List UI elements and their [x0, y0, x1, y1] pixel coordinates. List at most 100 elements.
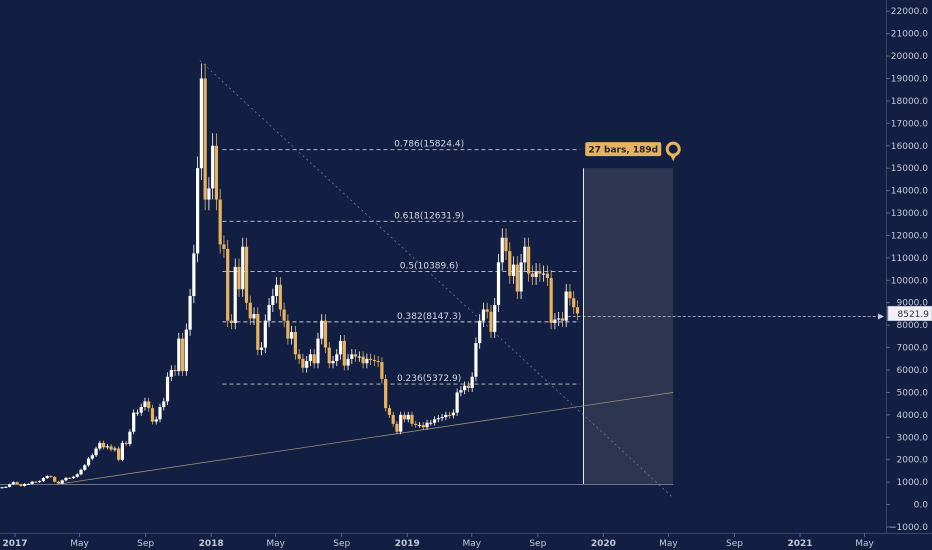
candle-body	[496, 262, 501, 305]
candle-body	[534, 271, 538, 277]
candle-body	[259, 347, 264, 350]
candle-body	[226, 248, 230, 321]
candle-body	[444, 414, 448, 418]
candle-body	[79, 469, 83, 475]
price-tick-label: 21000.0	[891, 30, 928, 40]
price-tick-label: 15000.0	[891, 164, 928, 174]
candle-body	[71, 476, 76, 479]
candle-body	[312, 354, 316, 364]
candle-body	[30, 481, 34, 484]
candle-body	[301, 358, 305, 368]
price-tick-label: 8000.0	[897, 321, 929, 331]
candle-body	[263, 320, 267, 348]
candle-body	[233, 266, 237, 323]
candle-body	[218, 199, 222, 245]
candle-body	[207, 188, 211, 200]
price-tick-label: 3000.0	[897, 433, 929, 443]
candle-body	[425, 422, 429, 428]
candle-body	[143, 401, 147, 408]
candle-body	[384, 378, 388, 409]
candle-body	[572, 298, 576, 308]
candle-body	[414, 423, 418, 425]
time-tick-label: Sep	[529, 539, 546, 549]
candle-body	[26, 483, 30, 485]
price-tick-label: 20000.0	[891, 52, 928, 62]
price-tick-label: 6000.0	[897, 366, 929, 376]
price-tick-label: −1000.0	[889, 523, 928, 533]
candle-body	[101, 442, 106, 448]
candle-body	[241, 246, 245, 290]
price-tick-label: 19000.0	[891, 74, 928, 84]
candle-body	[523, 246, 527, 263]
candle-body	[466, 385, 471, 388]
candle-body	[399, 414, 403, 432]
price-tick-label: 4000.0	[897, 411, 929, 421]
candle-body	[180, 338, 185, 372]
candle-body	[192, 253, 196, 297]
candle-body	[316, 338, 320, 364]
candle-body	[305, 361, 309, 368]
candle-body	[470, 376, 474, 388]
candle-body	[282, 309, 286, 321]
candle-body	[90, 455, 94, 459]
candle-body	[353, 354, 358, 357]
location-pin-icon[interactable]	[665, 141, 681, 157]
time-tick-label: Sep	[726, 539, 743, 549]
candle-body	[49, 476, 53, 478]
candle-body	[474, 343, 478, 377]
candle-body	[402, 414, 407, 420]
candle-body	[188, 296, 192, 330]
candle-body	[519, 262, 523, 292]
candle-body	[68, 477, 72, 479]
candle-body	[459, 390, 463, 393]
time-axis[interactable]: 2017 May Sep 2018 May Sep 2019 May Sep 2020 May Sep…	[0, 533, 932, 549]
time-tick-label: May	[659, 539, 678, 549]
candle-body	[165, 376, 170, 402]
time-tick-label: 2021	[788, 539, 813, 549]
time-tick-label: Sep	[333, 539, 350, 549]
candle-body	[150, 408, 155, 422]
candle-body	[173, 370, 177, 372]
candle-body	[267, 304, 271, 321]
candle-body	[94, 448, 98, 456]
price-tick-label: 13000.0	[891, 209, 928, 219]
price-tick-label: 17000.0	[891, 119, 928, 129]
candle-body	[64, 477, 68, 481]
candle-body	[530, 273, 534, 277]
candle-body	[308, 354, 313, 362]
candle-body	[357, 356, 361, 358]
candle-body	[147, 401, 151, 409]
price-tick-label: 22000.0	[891, 7, 928, 17]
price-tick-label: 9000.0	[897, 299, 929, 309]
candle-body	[184, 329, 188, 372]
candle-body	[4, 486, 8, 488]
support-trendline	[56, 392, 674, 485]
candle-body	[478, 320, 482, 344]
candle-body	[410, 414, 414, 424]
bars-range-badge	[585, 142, 662, 157]
candle-body	[271, 296, 275, 305]
candle-body	[23, 483, 27, 486]
candle-body	[549, 278, 553, 323]
current-price-tag[interactable]	[887, 305, 932, 321]
candle-body	[38, 481, 42, 483]
candle-body	[391, 414, 395, 424]
fib-level-label: 0.618(12631.9)	[394, 211, 464, 221]
candle-body	[222, 244, 226, 249]
candle-body	[297, 354, 301, 359]
fib-level-label: 0.5(10389.6)	[400, 262, 459, 272]
location-pin-tip	[669, 154, 677, 162]
price-axis[interactable]: −1000.0 0.0 1000.0 2000.0 3000.0 4000.0 5000.0…	[886, 0, 928, 533]
fib-level-label: 0.382(8147.3)	[397, 312, 461, 322]
candle-body	[432, 419, 437, 423]
time-tick-label: May	[462, 539, 481, 549]
candle-body	[120, 442, 124, 460]
candle-body	[128, 431, 132, 445]
candle-body	[481, 309, 486, 321]
candle-body	[211, 145, 215, 189]
candle-body	[109, 446, 113, 450]
candle-body	[11, 482, 15, 485]
trendline-layer	[0, 60, 674, 499]
candle-body	[542, 273, 546, 275]
